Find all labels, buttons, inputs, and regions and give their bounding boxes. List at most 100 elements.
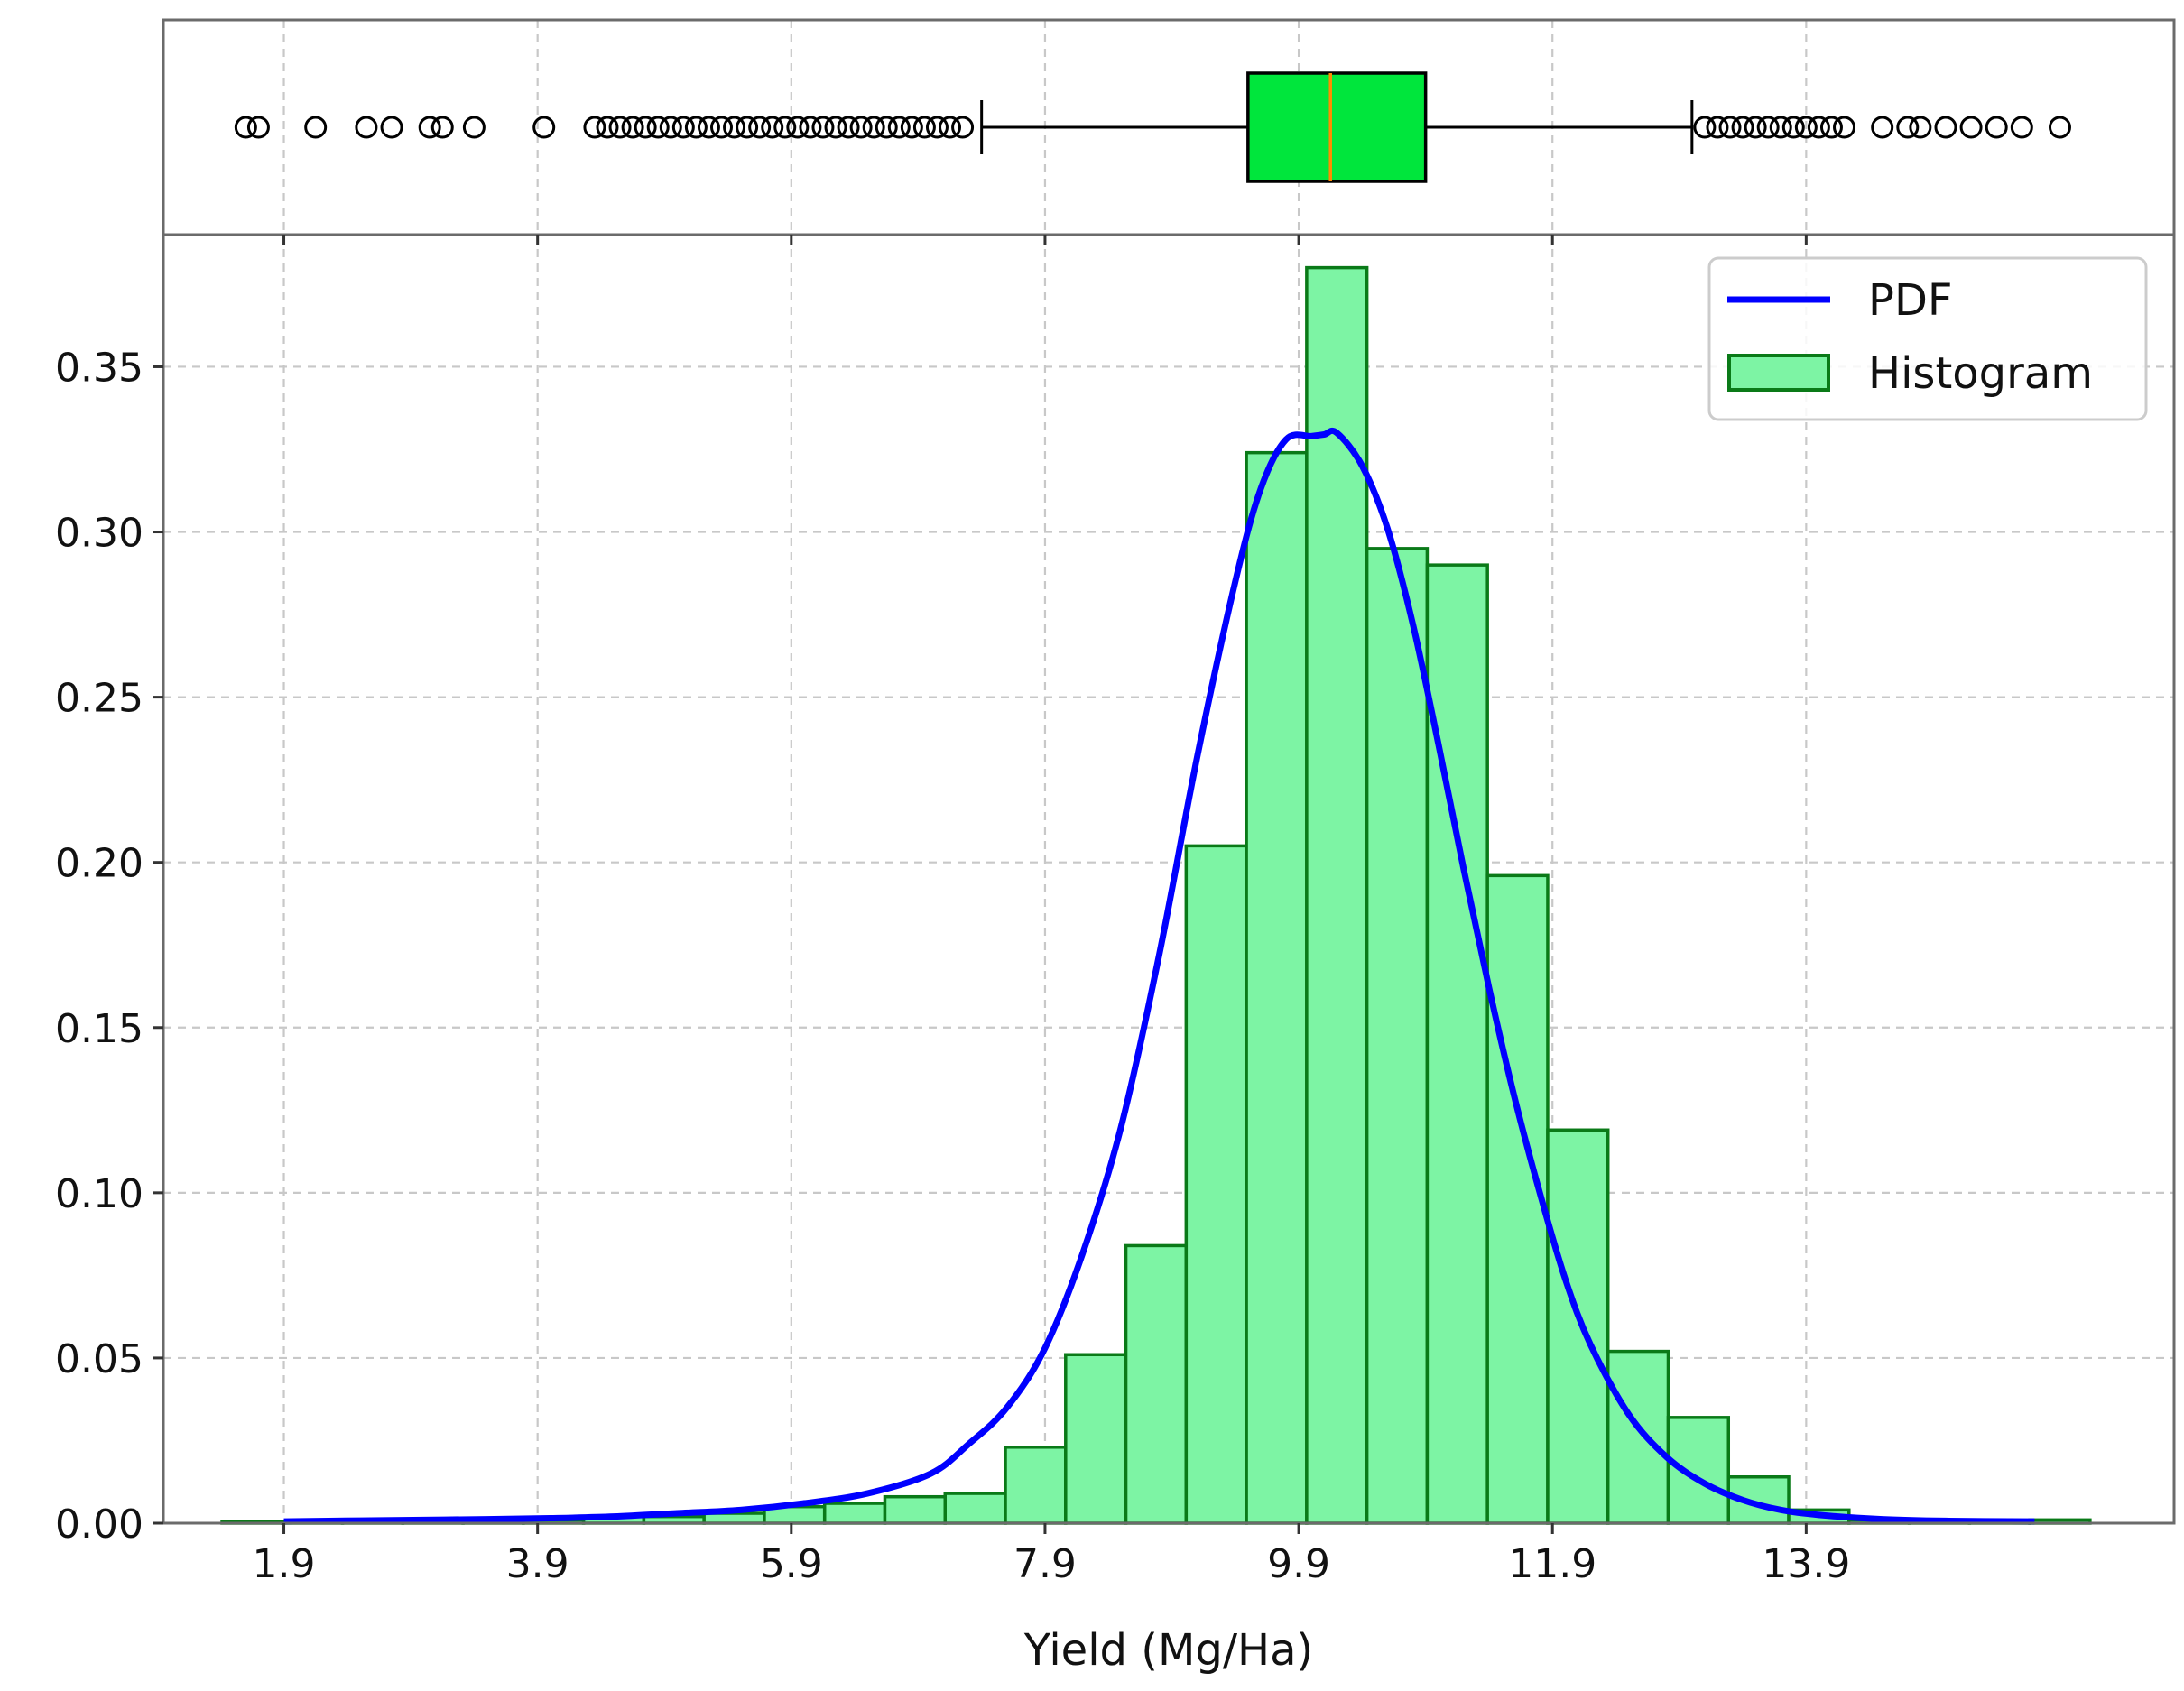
- outlier-point: [786, 116, 810, 139]
- outlier-point: [430, 116, 454, 139]
- outlier-point: [1731, 116, 1754, 139]
- histogram-bar: [1666, 1416, 1731, 1525]
- outlier-point: [621, 116, 644, 139]
- y-tick-label: 0.35: [55, 345, 143, 391]
- outlier-point: [697, 116, 720, 139]
- outlier-point: [304, 116, 328, 139]
- outlier-point: [532, 116, 556, 139]
- outlier-point: [862, 116, 885, 139]
- x-tick-label: 5.9: [760, 1541, 823, 1587]
- histogram-bars: [220, 265, 2092, 1525]
- outlier-point: [1706, 116, 1729, 139]
- outlier-point: [634, 116, 657, 139]
- x-tick-label: 13.9: [1762, 1541, 1850, 1587]
- y-tick-label: 0.20: [55, 841, 143, 887]
- histogram-bar: [1245, 450, 1309, 1525]
- outlier-point: [246, 116, 270, 139]
- outlier-point: [1959, 116, 1983, 139]
- outlier-point: [951, 116, 975, 139]
- outlier-point: [1794, 116, 1818, 139]
- y-axis-ticks: 0.00 0.05 0.10 0.15 0.20 0.25 0.30 0.35: [55, 345, 163, 1548]
- y-tick-label: 0.10: [55, 1171, 143, 1217]
- outlier-point: [849, 116, 873, 139]
- histogram-bar: [883, 1494, 947, 1525]
- outlier-point: [761, 116, 784, 139]
- outlier-point: [418, 116, 441, 139]
- outlier-point: [1718, 116, 1742, 139]
- y-tick-label: 0.00: [55, 1502, 143, 1548]
- x-tick-label: 11.9: [1508, 1541, 1596, 1587]
- outlier-point: [799, 116, 822, 139]
- x-axis-ticks: 1.9 3.9 5.9 7.9 9.9 11.9 13.9: [253, 235, 1850, 1587]
- outlier-point: [925, 116, 949, 139]
- y-tick-label: 0.05: [55, 1336, 143, 1382]
- legend: PDF Histogram: [1707, 256, 2148, 421]
- outlier-point: [1807, 116, 1830, 139]
- outlier-point: [939, 116, 962, 139]
- legend-histogram-swatch: [1727, 354, 1830, 392]
- outlier-point: [234, 116, 257, 139]
- outlier-point: [659, 116, 682, 139]
- x-tick-label: 9.9: [1267, 1541, 1330, 1587]
- x-axis-label: Yield (Mg/Ha): [1023, 1625, 1314, 1676]
- outlier-point: [671, 116, 695, 139]
- outlier-point: [1744, 116, 1767, 139]
- outlier-point: [1781, 116, 1805, 139]
- outlier-point: [1756, 116, 1780, 139]
- outlier-point: [1871, 116, 1894, 139]
- outlier-point: [900, 116, 923, 139]
- x-tick-label: 1.9: [253, 1541, 316, 1587]
- outlier-point: [824, 116, 847, 139]
- histogram-bar: [1365, 547, 1430, 1525]
- outlier-point: [355, 116, 378, 139]
- histogram-panel-frame: [162, 233, 2176, 1525]
- outlier-point: [1693, 116, 1717, 139]
- outlier-point: [684, 116, 708, 139]
- outlier-point: [1896, 116, 1920, 139]
- outlier-point: [875, 116, 898, 139]
- outlier-point: [736, 116, 759, 139]
- boxplot-marks: [234, 71, 2071, 183]
- legend-histogram-label: Histogram: [1868, 348, 2093, 399]
- outlier-point: [2048, 116, 2071, 139]
- outlier-point: [1934, 116, 1957, 139]
- y-tick-label: 0.15: [55, 1006, 143, 1052]
- histogram-bar: [1606, 1349, 1670, 1525]
- outlier-point: [1769, 116, 1792, 139]
- outlier-point: [1985, 116, 2008, 139]
- histogram-bar: [1124, 1243, 1189, 1525]
- boxplot-gridlines: [282, 20, 1808, 235]
- histogram-panel: 1.9 3.9 5.9 7.9 9.9 11.9 13.9 0.00 0.05 0.10 0.15…: [55, 233, 2176, 1676]
- outlier-point: [2010, 116, 2033, 139]
- outlier-point: [723, 116, 746, 139]
- outlier-point: [912, 116, 936, 139]
- outlier-point: [380, 116, 403, 139]
- y-tick-label: 0.25: [55, 676, 143, 722]
- outlier-point: [748, 116, 772, 139]
- outlier-point: [1909, 116, 1932, 139]
- outlier-point: [773, 116, 797, 139]
- histogram-bar: [1184, 844, 1248, 1525]
- x-tick-label: 7.9: [1013, 1541, 1077, 1587]
- pdf-curve-group: [283, 427, 2035, 1525]
- iqr-box: [1246, 71, 1428, 183]
- outlier-point: [583, 116, 606, 139]
- histogram-bar: [1546, 1128, 1610, 1525]
- outlier-point: [709, 116, 733, 139]
- y-tick-label: 0.30: [55, 511, 143, 557]
- histogram-bar: [1425, 563, 1489, 1525]
- outlier-point: [887, 116, 911, 139]
- histogram-bar: [1064, 1353, 1128, 1525]
- histogram-bar: [822, 1502, 887, 1525]
- histogram-bar: [1726, 1474, 1791, 1525]
- x-tick-label: 3.9: [506, 1541, 569, 1587]
- outlier-point: [837, 116, 860, 139]
- outlier-point: [608, 116, 632, 139]
- outlier-point: [811, 116, 835, 139]
- outlier-point: [1833, 116, 1856, 139]
- outlier-point: [596, 116, 619, 139]
- histogram-bar: [1305, 265, 1369, 1525]
- outlier-point: [646, 116, 670, 139]
- boxplot-panel: [162, 18, 2176, 236]
